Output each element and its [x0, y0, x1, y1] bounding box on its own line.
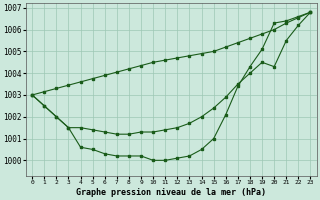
X-axis label: Graphe pression niveau de la mer (hPa): Graphe pression niveau de la mer (hPa)	[76, 188, 266, 197]
